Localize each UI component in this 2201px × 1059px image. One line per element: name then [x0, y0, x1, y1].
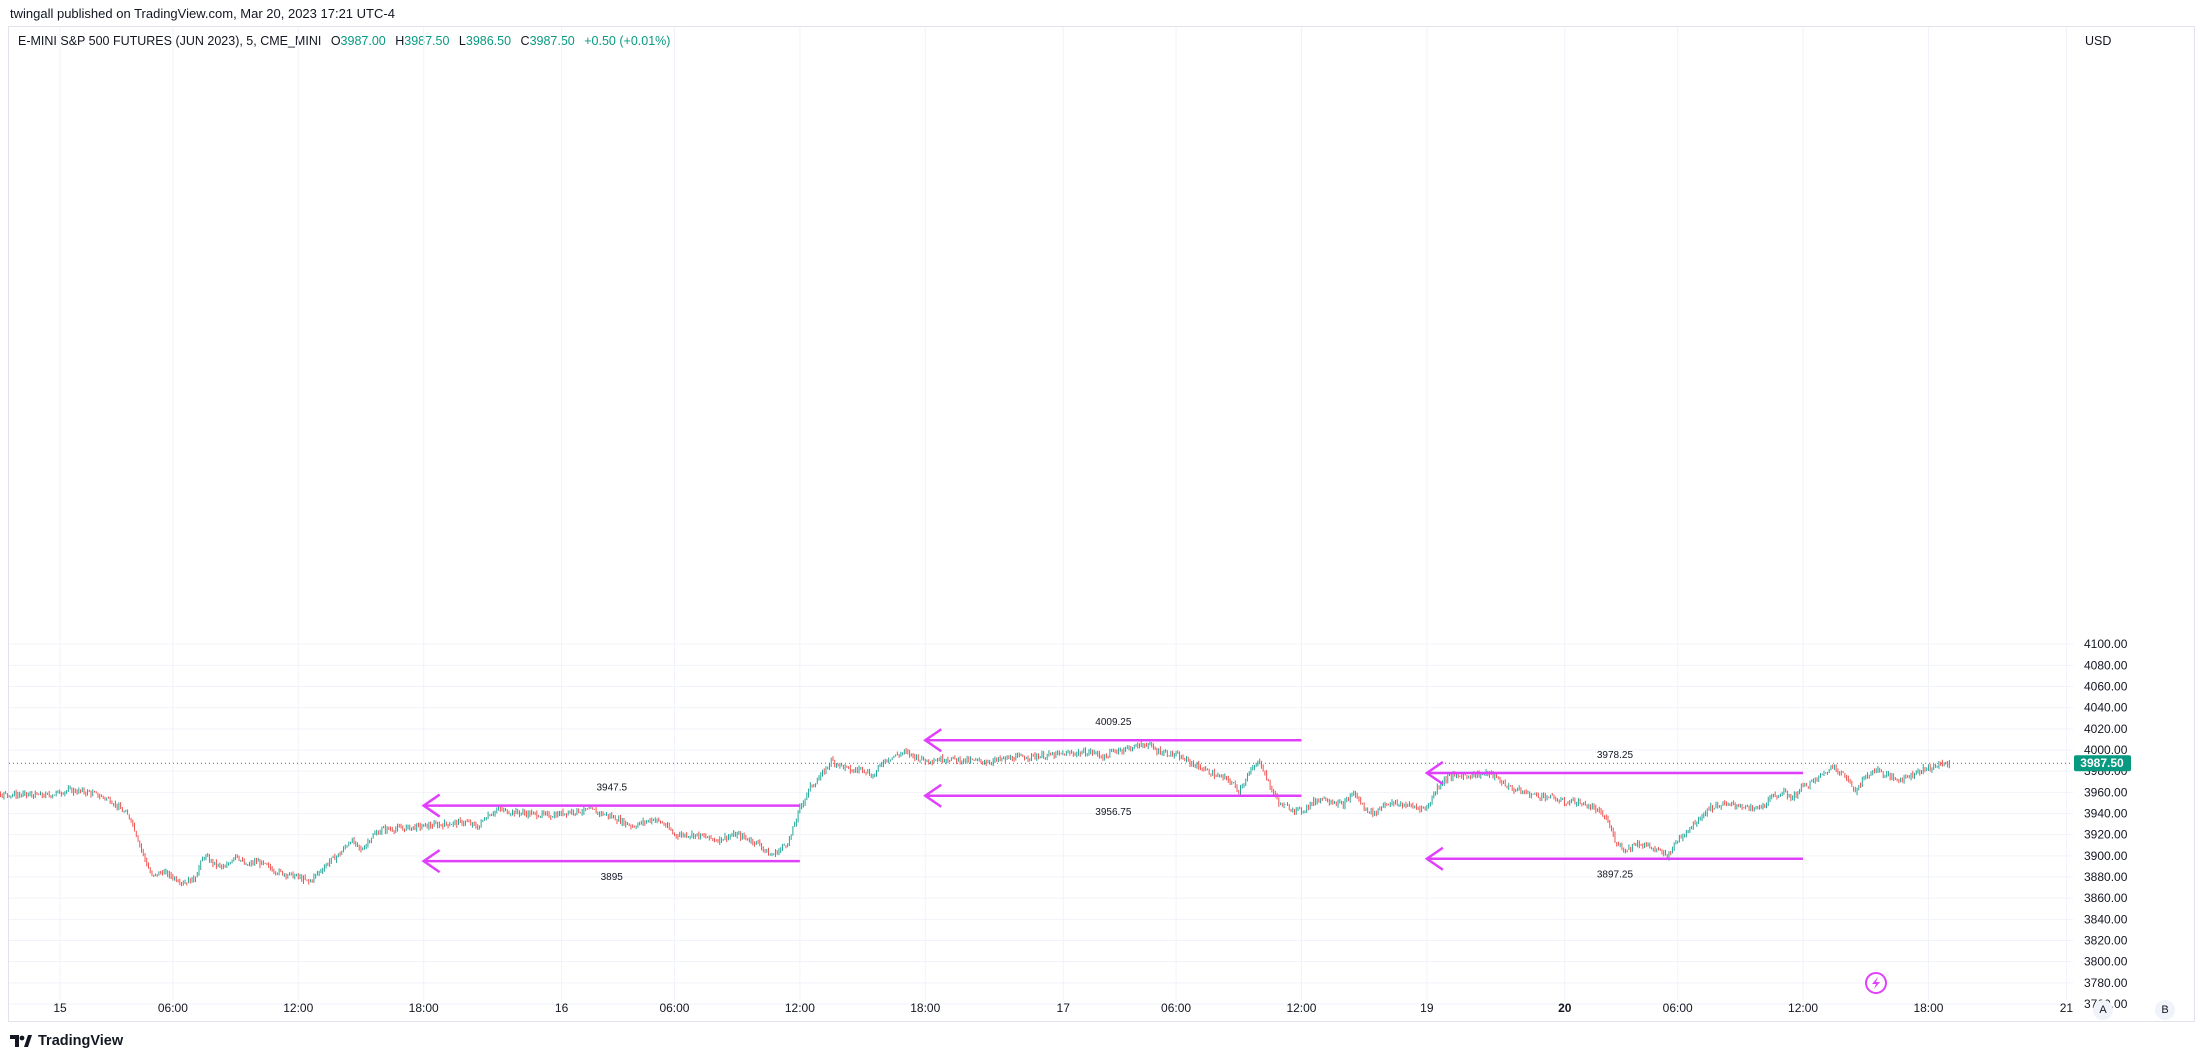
price-tick-label: 3840.00 — [2084, 912, 2128, 926]
close-value: 3987.50 — [529, 34, 575, 48]
currency-label: USD — [2085, 34, 2112, 48]
price-tick-label: 3940.00 — [2084, 807, 2128, 821]
time-tick-label: 15 — [53, 1001, 67, 1015]
annotation-arrowhead — [1424, 846, 1444, 871]
annotations: 3947.5 3895 4009.25 3956.75 3978.25 3897.25 — [421, 717, 1804, 883]
annotation-arrowhead — [923, 728, 942, 753]
time-tick-label: 12:00 — [785, 1001, 815, 1015]
last-price: 3987.50 — [9, 755, 2131, 772]
low-value: 3986.50 — [465, 34, 512, 48]
annotation-arrowhead — [421, 849, 441, 874]
annotation-arrowhead — [1424, 760, 1444, 786]
annotation-label: 3978.25 — [1597, 750, 1634, 761]
symbol-title[interactable]: E-MINI S&P 500 FUTURES (JUN 2023), 5, CM… — [18, 34, 322, 48]
price-tick-label: 3800.00 — [2084, 955, 2128, 969]
price-tick-label: 3780.00 — [2084, 976, 2128, 990]
time-axis: 15 06:00 12:00 18:00 16 06:00 12:00 18:00 17 06:0… — [53, 1001, 2073, 1015]
time-tick-label: 18:00 — [910, 1001, 940, 1015]
price-tick-label: 3880.00 — [2084, 870, 2128, 884]
annotation-arrowhead — [421, 793, 441, 818]
footer-brand[interactable]: TradingView — [10, 1033, 123, 1049]
annotation-label: 4009.25 — [1095, 717, 1132, 728]
time-tick-label: 20 — [1558, 1001, 1572, 1015]
price-tick-label: 4020.00 — [2084, 722, 2128, 736]
last-price-label: 3987.50 — [2080, 756, 2124, 770]
footer-brand-label: TradingView — [38, 1033, 124, 1049]
close-key: C — [520, 34, 530, 48]
time-tick-label: 06:00 — [1663, 1001, 1693, 1015]
log-scale-button[interactable]: B — [2155, 1000, 2175, 1020]
candles — [0, 740, 1950, 887]
time-tick-label: 12:00 — [1286, 1001, 1316, 1015]
price-tick-label: 3820.00 — [2084, 934, 2128, 948]
price-tick-label: 4040.00 — [2084, 701, 2128, 715]
time-tick-label: 17 — [1057, 1001, 1071, 1015]
grid-lines — [9, 27, 2073, 1005]
price-axis: 4100.00 4080.00 4060.00 4040.00 4020.00 4000.… — [2084, 637, 2128, 1011]
time-tick-label: 12:00 — [1788, 1001, 1818, 1015]
time-tick-label: 12:00 — [283, 1001, 313, 1015]
annotation-label: 3897.25 — [1597, 870, 1634, 881]
change-value: +0.50 (+0.01%) — [584, 34, 671, 48]
auto-scale-button[interactable]: A — [2093, 1000, 2113, 1020]
price-tick-label: 3860.00 — [2084, 891, 2128, 905]
time-tick-label: 16 — [555, 1001, 569, 1015]
bolt-icon[interactable] — [1865, 972, 1887, 994]
price-tick-label: 4000.00 — [2084, 743, 2128, 757]
tradingview-logo-icon — [10, 1035, 32, 1047]
time-tick-label: 06:00 — [1161, 1001, 1191, 1015]
high-key: H — [395, 34, 405, 48]
price-tick-label: 3960.00 — [2084, 785, 2128, 799]
annotation-label: 3895 — [601, 872, 624, 883]
time-tick-label: 06:00 — [659, 1001, 689, 1015]
high-value: 3987.50 — [404, 34, 450, 48]
time-tick-label: 06:00 — [158, 1001, 188, 1015]
price-tick-label: 3920.00 — [2084, 828, 2128, 842]
annotation-label: 3956.75 — [1095, 807, 1132, 818]
annotation-arrowhead — [923, 783, 942, 808]
annotation-label: 3947.5 — [596, 783, 627, 794]
publisher-line: twingall published on TradingView.com, M… — [10, 6, 395, 21]
price-tick-label: 4060.00 — [2084, 680, 2128, 694]
price-tick-label: 3900.00 — [2084, 849, 2128, 863]
chart-legend: E-MINI S&P 500 FUTURES (JUN 2023), 5, CM… — [18, 34, 670, 48]
time-tick-label: 21 — [2060, 1001, 2074, 1015]
price-tick-label: 4100.00 — [2084, 637, 2128, 651]
time-tick-label: 19 — [1420, 1001, 1434, 1015]
open-key: O — [330, 34, 341, 48]
low-key: L — [458, 34, 466, 48]
last-price-badge — [2074, 755, 2131, 772]
price-tick-label: 4080.00 — [2084, 658, 2128, 672]
chart-frame — [8, 26, 2195, 1022]
time-tick-label: 18:00 — [1913, 1001, 1943, 1015]
time-tick-label: 18:00 — [409, 1001, 439, 1015]
open-value: 3987.00 — [340, 34, 386, 48]
